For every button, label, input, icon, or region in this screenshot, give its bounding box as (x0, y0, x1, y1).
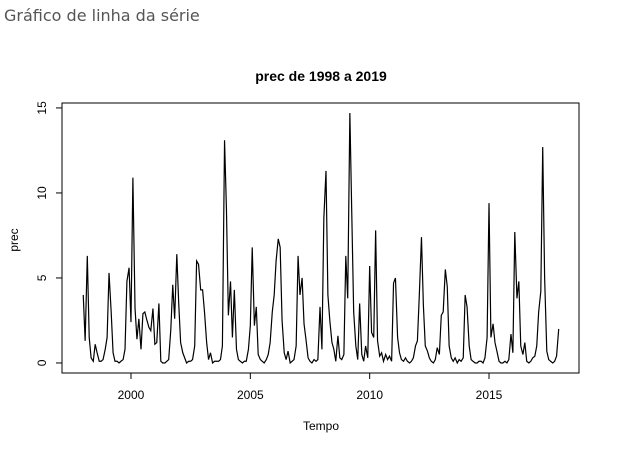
y-tick-label: 15 (35, 101, 49, 115)
x-tick-label: 2005 (237, 388, 264, 402)
plot-box (61, 102, 580, 374)
x-tick-label: 2000 (118, 388, 145, 402)
y-axis-label: prec (7, 228, 21, 251)
page-title: Gráfico de linha da série (4, 6, 200, 25)
x-tick-label: 2010 (356, 388, 383, 402)
data-line (82, 113, 560, 365)
y-tick-label: 10 (35, 186, 49, 200)
x-axis-label: Tempo (303, 419, 339, 433)
y-tick-label: 5 (35, 274, 49, 281)
chart-title: prec de 1998 a 2019 (255, 68, 387, 84)
y-tick-label: 0 (35, 359, 49, 366)
x-tick-label: 2015 (476, 388, 503, 402)
